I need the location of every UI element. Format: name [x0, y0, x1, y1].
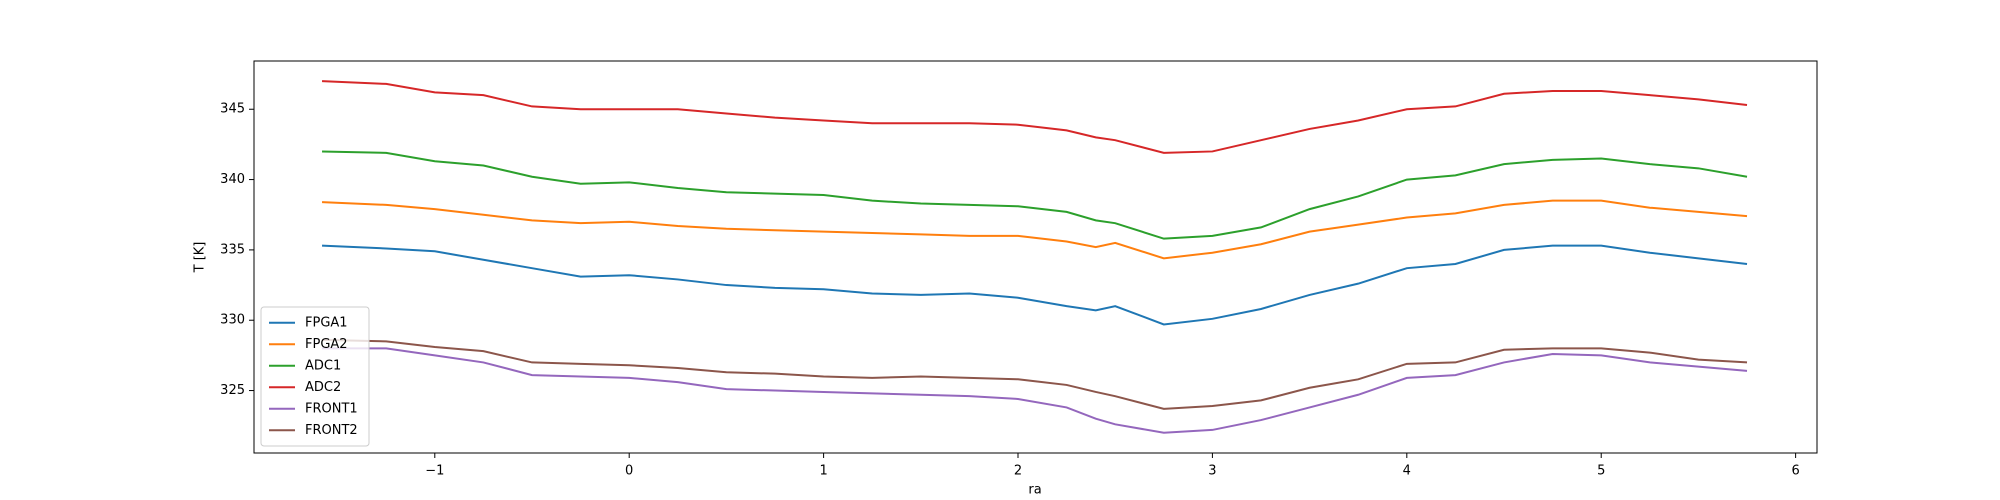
legend-box	[260, 306, 370, 447]
legend-label: FRONT2	[305, 423, 358, 438]
legend-label: ADC2	[305, 380, 341, 395]
legend-label: FRONT1	[305, 401, 358, 416]
x-axis-label: ra	[1028, 483, 1041, 498]
axes-frame	[253, 60, 1818, 454]
x-tick-label: 3	[1208, 464, 1216, 479]
legend-label: FPGA1	[305, 315, 348, 330]
series-line	[322, 338, 1748, 410]
y-tick-label: 345	[220, 102, 245, 117]
y-tick-label: 330	[220, 313, 245, 328]
x-tick-label: 1	[819, 464, 827, 479]
y-tick-label: 325	[220, 383, 245, 398]
legend-label: ADC1	[305, 358, 341, 373]
y-tick-label: 335	[220, 242, 245, 257]
series-line	[321, 199, 1748, 260]
y-tick-label: 340	[220, 172, 245, 187]
x-tick-label: 4	[1403, 464, 1411, 479]
x-tick-label: 2	[1014, 464, 1022, 479]
x-tick-label: 5	[1597, 464, 1605, 479]
series-line	[321, 244, 1748, 326]
series-line	[321, 80, 1748, 154]
legend-label: FPGA2	[305, 337, 348, 352]
series-line	[322, 150, 1748, 240]
y-axis-label: T [K]	[193, 242, 208, 274]
series-line	[322, 347, 1748, 434]
x-tick-label: 0	[625, 464, 633, 479]
x-tick-label: 6	[1791, 464, 1799, 479]
x-tick-label: −1	[425, 464, 444, 479]
